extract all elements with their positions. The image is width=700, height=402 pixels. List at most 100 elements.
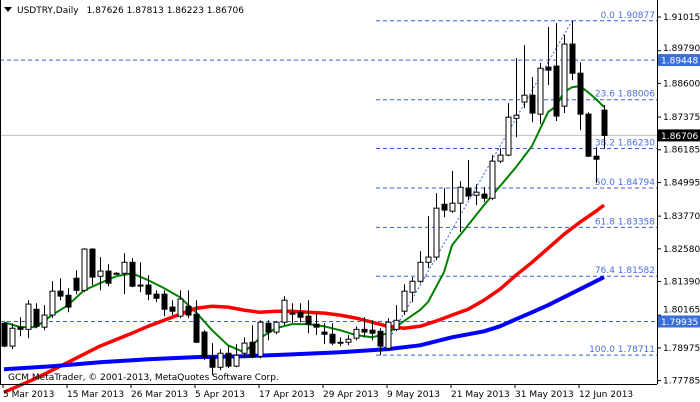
- bull-candle-body: [233, 354, 240, 367]
- current-price-label: 1.86706: [661, 132, 698, 142]
- candle: [385, 318, 392, 351]
- bull-candle-body: [177, 298, 184, 317]
- candle: [585, 112, 592, 158]
- candle: [201, 330, 208, 361]
- ohlc-readout: 1.87626 1.87813 1.86223 1.86706: [87, 6, 245, 16]
- candle: [249, 325, 256, 359]
- bull-candle-body: [521, 94, 528, 103]
- candle: [601, 105, 608, 149]
- current-price-tag: [658, 129, 700, 142]
- bear-candle-body: [161, 293, 168, 310]
- bear-candle-body: [601, 109, 608, 136]
- candle: [73, 270, 80, 295]
- bull-candle-body: [513, 114, 520, 119]
- bull-candle-body: [473, 191, 480, 196]
- candle: [529, 77, 536, 123]
- bull-candle-body: [281, 299, 288, 323]
- horizontal-line-price-tag: [658, 54, 700, 67]
- fib-level-label: 76.4 1.81582: [595, 266, 655, 276]
- bull-candle-body: [81, 248, 88, 291]
- candle: [193, 300, 200, 344]
- bear-candle-body: [377, 330, 384, 347]
- bear-candle-body: [1, 322, 8, 347]
- bear-candle-body: [17, 326, 24, 330]
- bull-candle-body: [457, 186, 464, 204]
- candle: [433, 193, 440, 261]
- candle: [217, 349, 224, 371]
- y-tick-label: 1.83770: [663, 212, 700, 222]
- bear-candle-body: [465, 187, 472, 197]
- y-tick-label: 1.88600: [663, 79, 700, 89]
- candle: [449, 171, 456, 214]
- bear-candle-body: [593, 155, 600, 160]
- x-tick-label: 21 May 2013: [451, 390, 510, 400]
- x-tick-label: 5 Apr 2013: [195, 390, 245, 400]
- candle: [505, 103, 512, 157]
- candle: [153, 290, 160, 303]
- y-tick-label: 1.78975: [663, 344, 700, 354]
- triangle-down-icon[interactable]: [4, 7, 12, 12]
- bear-candle-body: [201, 331, 208, 358]
- bull-candle-body: [257, 321, 264, 357]
- candle: [305, 300, 312, 334]
- watermark: GCM MetaTrader, © 2001-2013, MetaQuotes …: [8, 373, 279, 383]
- candle: [457, 181, 464, 233]
- candle: [49, 281, 56, 319]
- bear-candle-body: [585, 113, 592, 157]
- candle: [465, 160, 472, 201]
- fib-level-label: 100.0 1.78711: [589, 345, 655, 355]
- bear-candle-body: [225, 352, 232, 367]
- bear-candle-body: [361, 328, 368, 333]
- candle: [241, 337, 248, 358]
- bull-candle-body: [393, 319, 400, 330]
- candle: [353, 326, 360, 341]
- candle: [401, 284, 408, 316]
- bull-candle-body: [449, 202, 456, 212]
- fib-level-label: 0.0 1.90877: [601, 11, 655, 21]
- candle: [129, 258, 136, 288]
- bear-candle-body: [265, 322, 272, 333]
- bear-candle-body: [153, 293, 160, 299]
- bear-candle-body: [329, 333, 336, 344]
- candle: [169, 300, 176, 316]
- bear-candle-body: [89, 248, 96, 278]
- candle: [577, 62, 584, 131]
- bear-candle-body: [113, 272, 120, 275]
- bear-candle-body: [129, 261, 136, 287]
- candle: [233, 344, 240, 368]
- candle: [561, 35, 568, 114]
- x-tick-label: 26 Mar 2013: [131, 390, 188, 400]
- x-tick-label: 12 Jun 2013: [579, 390, 633, 400]
- y-tick-label: 1.87375: [663, 113, 700, 123]
- candle: [329, 323, 336, 346]
- candle: [105, 264, 112, 287]
- ma-fast-line: [3, 85, 605, 354]
- bull-candle-body: [433, 207, 440, 258]
- bull-candle-body: [497, 154, 504, 162]
- bear-candle-body: [145, 284, 152, 295]
- bear-candle-body: [33, 308, 40, 327]
- candle: [25, 300, 32, 339]
- candle: [65, 288, 72, 313]
- bull-candle-body: [49, 290, 56, 316]
- bull-candle-body: [9, 327, 16, 347]
- candle: [441, 188, 448, 218]
- bear-candle-body: [305, 315, 312, 325]
- candle: [17, 317, 24, 337]
- candle: [369, 320, 376, 341]
- bull-candle-body: [41, 314, 48, 328]
- candle: [209, 343, 216, 376]
- bull-candle-body: [385, 321, 392, 349]
- bull-candle-body: [561, 43, 568, 107]
- fib-level-label: 23.6 1.88006: [595, 90, 655, 100]
- bull-candle-body: [425, 256, 432, 263]
- candle: [417, 251, 424, 284]
- bull-candle-body: [273, 321, 280, 333]
- bear-candle-body: [249, 341, 256, 357]
- candle: [393, 305, 400, 332]
- bear-candle-body: [57, 290, 64, 297]
- ma-mid-line: [3, 203, 606, 394]
- bull-candle-body: [217, 352, 224, 368]
- candle: [513, 58, 520, 138]
